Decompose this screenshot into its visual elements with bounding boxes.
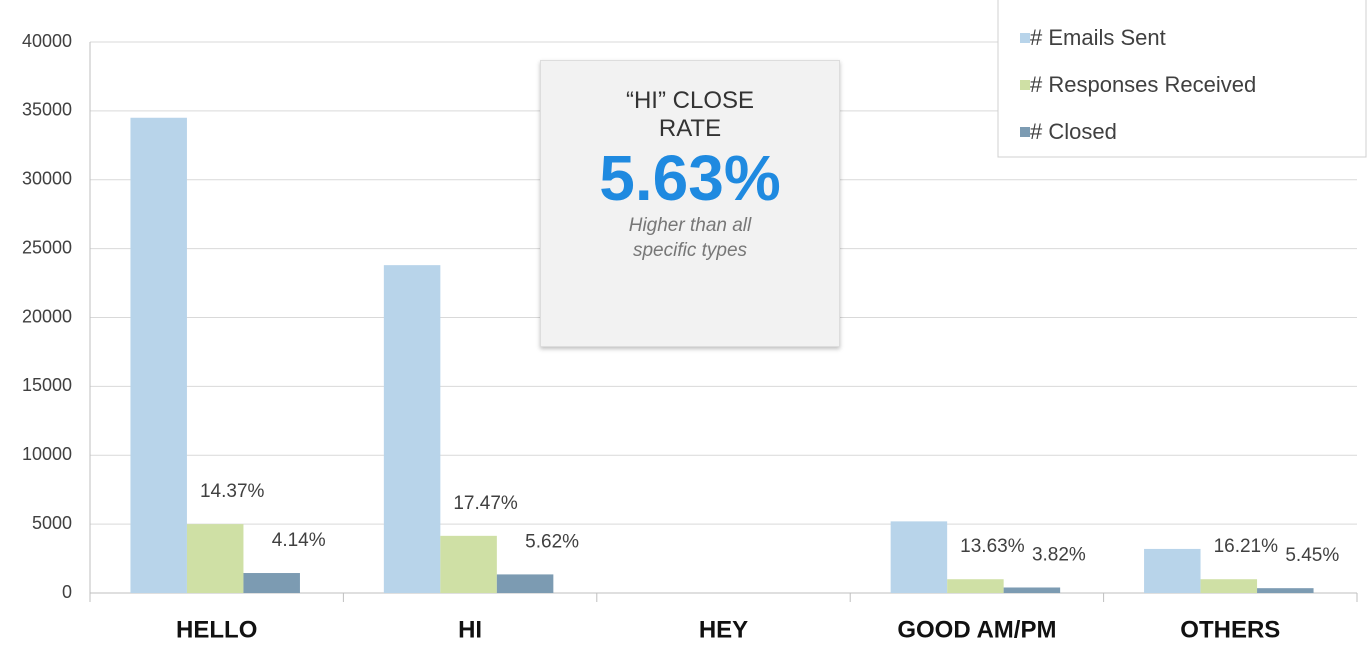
- y-tick-label: 15000: [22, 375, 72, 395]
- y-tick-label: 35000: [22, 100, 72, 120]
- y-tick-label: 10000: [22, 444, 72, 464]
- legend-swatch: [1020, 127, 1030, 137]
- x-tick-label: HI: [458, 616, 482, 643]
- y-tick-label: 20000: [22, 306, 72, 326]
- legend-label: # Responses Received: [1030, 72, 1256, 97]
- legend-label: # Emails Sent: [1030, 25, 1166, 50]
- rate-label: 16.21%: [1214, 536, 1279, 557]
- bar: [496, 574, 554, 593]
- y-tick-label: 40000: [22, 31, 72, 51]
- bar: [890, 521, 948, 593]
- callout-value: 5.63%: [599, 142, 781, 214]
- x-tick-label: GOOD AM/PM: [897, 616, 1056, 643]
- y-tick-label: 25000: [22, 237, 72, 257]
- bar: [1003, 587, 1061, 593]
- callout: “HI” CLOSE RATE 5.63% Higher than all sp…: [540, 60, 840, 347]
- x-tick-label: HEY: [699, 616, 748, 643]
- callout-note: Higher than all specific types: [628, 215, 752, 261]
- bar: [186, 524, 244, 593]
- bar: [440, 535, 497, 593]
- rate-label: 17.47%: [453, 493, 518, 514]
- rate-label: 13.63%: [960, 536, 1025, 557]
- y-tick-label: 5000: [32, 513, 72, 533]
- bar: [1144, 548, 1201, 593]
- legend-swatch: [1020, 80, 1030, 90]
- rate-label: 4.14%: [272, 530, 326, 551]
- bar: [383, 265, 441, 593]
- bar: [947, 579, 1004, 593]
- bar: [1200, 579, 1258, 593]
- y-tick-label: 30000: [22, 169, 72, 189]
- x-tick-label: OTHERS: [1180, 616, 1280, 643]
- legend-label: # Closed: [1030, 119, 1117, 144]
- y-tick-label: 0: [62, 582, 72, 602]
- callout-title: “HI” CLOSE RATE: [625, 87, 754, 142]
- rate-label: 5.62%: [525, 531, 579, 552]
- legend-box: [997, 0, 1367, 158]
- rate-label: 3.82%: [1032, 545, 1086, 566]
- x-tick-label: HELLO: [176, 616, 257, 643]
- bar: [1257, 588, 1314, 593]
- rate-label: 5.45%: [1285, 545, 1339, 566]
- bar: [130, 117, 187, 593]
- rate-label: 14.37%: [200, 481, 265, 502]
- legend-swatch: [1020, 33, 1030, 43]
- bar: [243, 573, 300, 593]
